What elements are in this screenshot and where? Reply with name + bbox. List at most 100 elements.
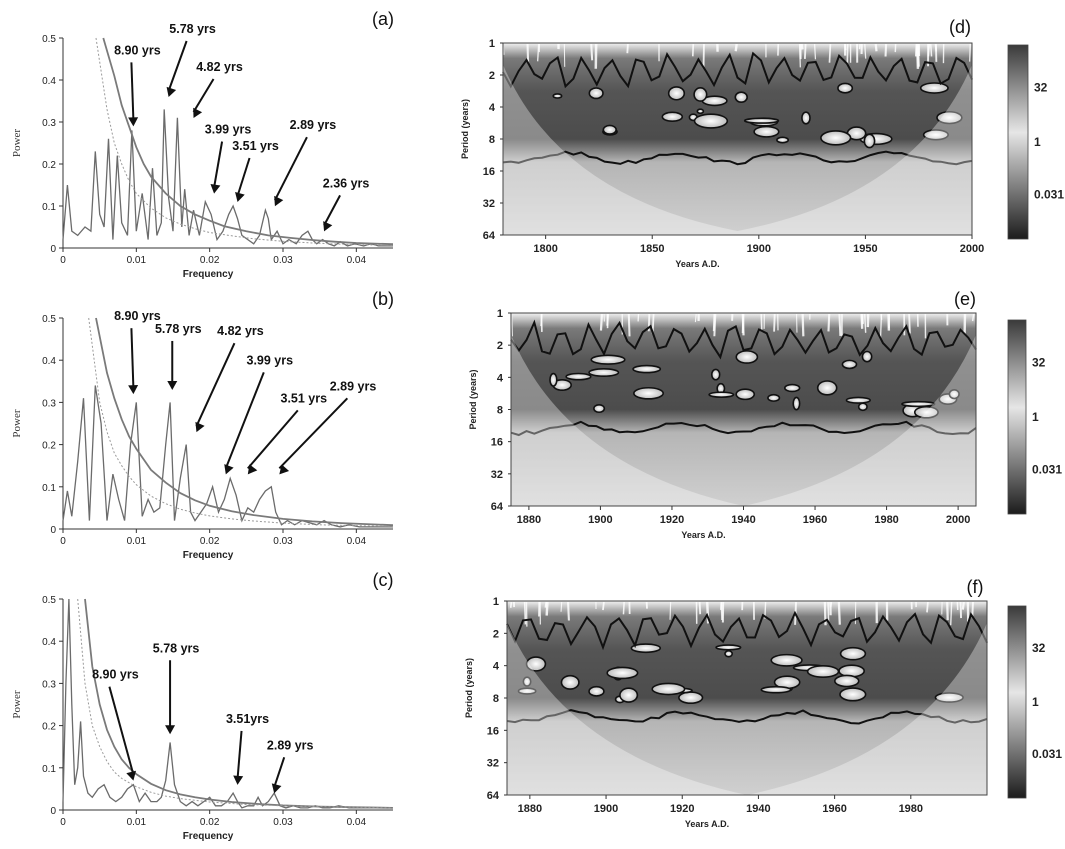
- power-streak: [560, 601, 563, 612]
- y-tick-label: 0.1: [42, 202, 56, 213]
- significant-region: [593, 404, 606, 414]
- significance-curve: [88, 317, 394, 527]
- significance-curve: [77, 598, 394, 809]
- arrowhead: [165, 725, 176, 735]
- annotation-label: 2.36 yrs: [323, 176, 370, 190]
- y-tick-label: 0.5: [42, 34, 56, 45]
- significant-region: [602, 124, 617, 135]
- annotation-label: 8.90 yrs: [92, 668, 139, 682]
- y-tick-label: 0.5: [42, 314, 56, 325]
- power-spectrum-line: [62, 598, 393, 809]
- annotation-arrow: [108, 686, 135, 775]
- arrowhead: [126, 770, 137, 781]
- annotation-arrow: [130, 62, 135, 121]
- y-tick-label: 64: [491, 501, 504, 513]
- x-tick-label: 1960: [803, 514, 827, 526]
- power-streak: [926, 601, 929, 613]
- panel-label: (f): [967, 577, 984, 597]
- x-tick-label: 1850: [640, 243, 664, 255]
- y-tick-label: 16: [483, 166, 495, 178]
- power-streak: [627, 313, 631, 337]
- x-axis-label: Years A.D.: [681, 530, 725, 540]
- power-streak: [545, 601, 549, 616]
- y-tick-label: 0: [50, 244, 56, 255]
- arrowhead: [167, 380, 178, 390]
- y-tick-label: 0.1: [42, 764, 56, 775]
- significant-region: [588, 685, 605, 697]
- x-tick-label: 2000: [960, 243, 984, 255]
- annotation-label: 3.99 yrs: [247, 353, 294, 367]
- y-tick-label: 0.2: [42, 441, 56, 452]
- arrowhead: [193, 107, 203, 118]
- significant-region: [767, 393, 781, 402]
- y-axis-label: Power: [11, 409, 23, 437]
- annotation-label: 2.89 yrs: [267, 738, 314, 752]
- y-tick-label: 8: [497, 405, 503, 417]
- significant-region: [549, 372, 558, 387]
- arrowhead: [274, 195, 284, 207]
- power-streak: [828, 43, 832, 63]
- x-tick-label: 0.04: [347, 536, 367, 547]
- significant-region: [588, 368, 620, 378]
- x-tick-label: 0: [60, 255, 66, 266]
- power-streak: [511, 313, 513, 337]
- power-streak: [827, 313, 831, 332]
- y-tick-label: 0.3: [42, 679, 56, 690]
- annotation-label: 3.51 yrs: [281, 391, 328, 405]
- significant-region: [845, 396, 871, 404]
- y-tick-label: 16: [487, 725, 499, 737]
- significant-region: [841, 359, 858, 370]
- annotation-label: 4.82 yrs: [196, 60, 243, 74]
- x-tick-label: 1920: [670, 803, 694, 815]
- significance-curve: [95, 317, 394, 527]
- significant-region: [734, 91, 748, 103]
- significant-region: [630, 643, 662, 654]
- power-streak: [803, 43, 807, 59]
- power-streak: [908, 313, 911, 334]
- annotation-label: 4.82 yrs: [217, 324, 264, 338]
- annotation-arrow: [167, 40, 188, 92]
- x-tick-label: 1940: [731, 514, 755, 526]
- arrowhead: [166, 86, 177, 97]
- power-streak: [798, 43, 801, 68]
- x-axis-label: Frequency: [183, 269, 234, 280]
- power-streak: [961, 601, 965, 610]
- power-streak: [971, 313, 975, 322]
- colorbar-tick-label: 1: [1032, 695, 1039, 709]
- panel-label: (a): [372, 9, 394, 29]
- annotation-label: 8.90 yrs: [114, 309, 161, 323]
- y-axis-label: Power: [11, 690, 23, 718]
- significant-region: [913, 405, 939, 419]
- y-tick-label: 0.4: [42, 356, 56, 367]
- annotation-label: 3.99 yrs: [205, 123, 252, 137]
- significant-region: [678, 691, 704, 705]
- arrowhead: [235, 192, 245, 202]
- y-tick-label: 4: [493, 661, 500, 673]
- annotation-label: 3.51 yrs: [232, 139, 279, 153]
- power-streak: [864, 43, 867, 59]
- y-axis-label: Period (years): [464, 658, 474, 718]
- power-streak: [698, 601, 702, 615]
- x-tick-label: 0.01: [127, 817, 147, 828]
- significant-region: [816, 380, 838, 396]
- colorbar-tick-label: 32: [1032, 641, 1046, 655]
- annotation-arrow: [195, 342, 236, 427]
- power-streak: [864, 313, 867, 333]
- significant-region: [839, 687, 867, 702]
- x-tick-label: 0.01: [127, 255, 147, 266]
- significant-region: [857, 402, 868, 412]
- significant-region: [801, 111, 811, 125]
- x-tick-label: 0.01: [127, 536, 147, 547]
- power-streak: [880, 313, 883, 320]
- panel-label: (d): [949, 17, 971, 37]
- y-axis-label: Period (years): [460, 99, 470, 159]
- x-tick-label: 1900: [747, 243, 771, 255]
- significant-region: [724, 650, 734, 658]
- significant-region: [560, 674, 580, 690]
- x-tick-label: 0.03: [273, 817, 293, 828]
- significant-region: [901, 400, 936, 408]
- y-tick-label: 4: [489, 102, 496, 114]
- significant-region: [770, 653, 803, 667]
- significant-region: [552, 93, 563, 99]
- significant-region: [861, 350, 873, 363]
